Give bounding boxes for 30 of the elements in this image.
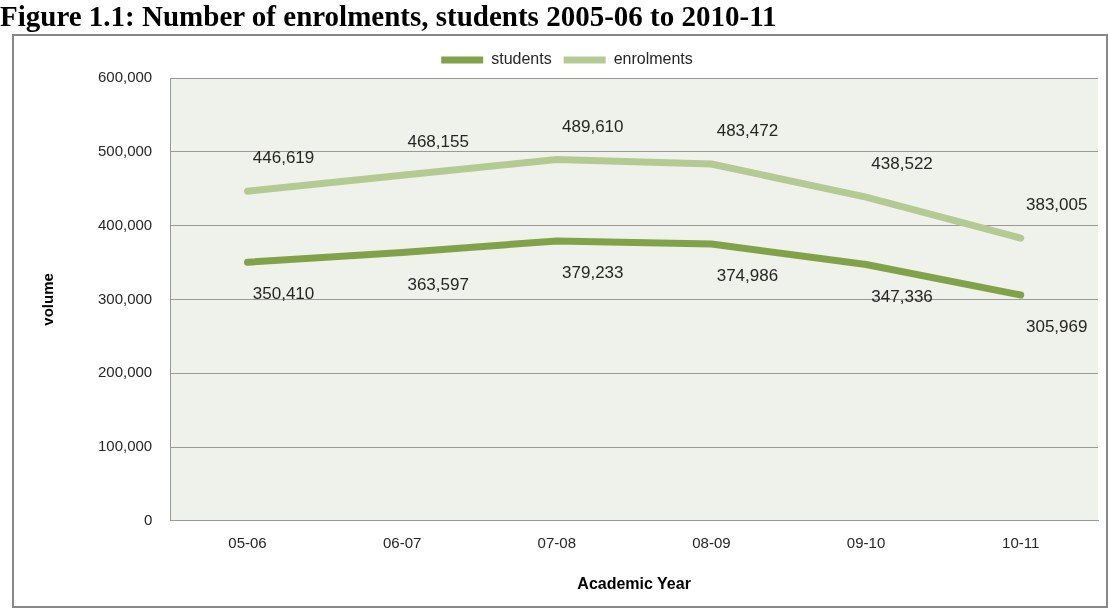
y-tick-label: 0	[143, 510, 153, 528]
data-label: 379,233	[562, 263, 624, 283]
y-tick-label: 400,000	[97, 215, 153, 233]
x-tick-label: 10-11	[1002, 533, 1040, 551]
data-label: 383,005	[1025, 195, 1088, 215]
chart-title: Figure 1.1: Number of enrolments, students 2005-06 to 2010-11	[0, 0, 777, 32]
data-label: 347,336	[871, 286, 933, 306]
data-label: 489,610	[562, 116, 624, 136]
legend-label: enrolments	[613, 50, 693, 68]
data-label: 468,155	[407, 132, 469, 152]
x-tick-label: 07-08	[537, 533, 576, 551]
x-axis-title: Academic Year	[577, 574, 691, 592]
y-axis-title: volume	[39, 273, 57, 326]
legend-label: students	[491, 50, 552, 68]
y-tick-label: 100,000	[97, 437, 153, 455]
x-tick-label: 08-09	[692, 533, 731, 551]
data-label: 483,472	[716, 121, 779, 141]
x-tick-label: 09-10	[846, 533, 886, 551]
data-label: 438,522	[871, 154, 933, 174]
data-label: 446,619	[252, 148, 315, 168]
y-tick-label: 200,000	[97, 363, 153, 381]
data-label: 363,597	[407, 274, 469, 294]
data-label: 374,986	[716, 266, 779, 286]
data-label: 305,969	[1025, 317, 1088, 337]
y-tick-label: 500,000	[97, 141, 153, 159]
y-tick-label: 300,000	[97, 289, 153, 307]
x-tick-label: 05-06	[228, 533, 267, 551]
y-tick-label: 600,000	[97, 68, 153, 86]
x-tick-label: 06-07	[382, 533, 422, 551]
data-label: 350,410	[252, 284, 315, 304]
